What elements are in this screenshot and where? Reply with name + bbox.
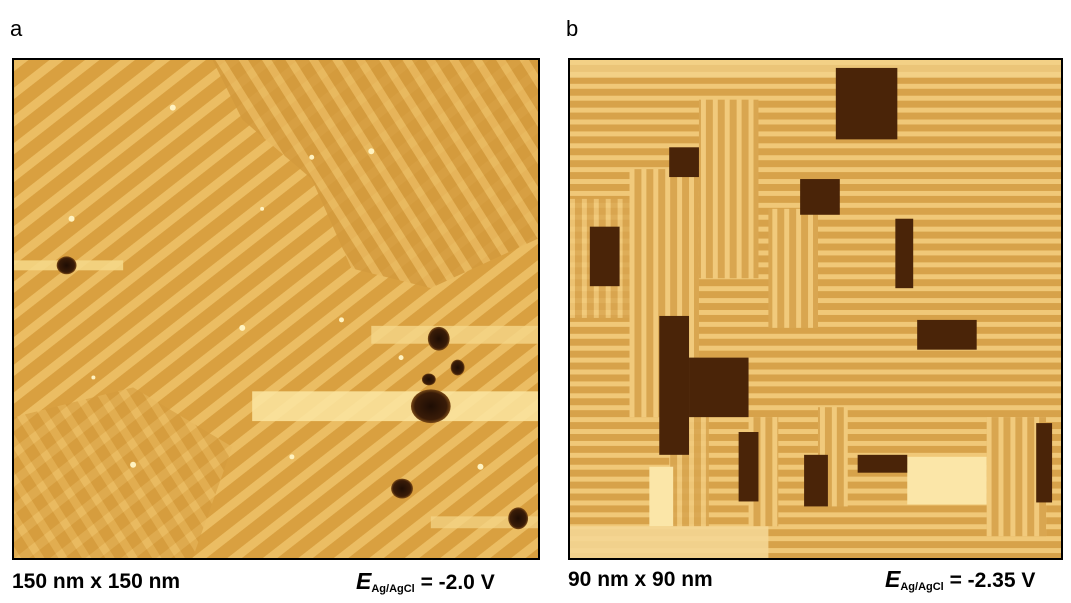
potential-value-b: = -2.35 V xyxy=(943,569,1036,592)
stm-image-a xyxy=(12,58,540,560)
potential-symbol-b: E xyxy=(885,566,901,592)
stm-image-a-graphic xyxy=(14,60,538,558)
panel-a-letter: a xyxy=(10,16,23,41)
stm-image-b-graphic xyxy=(570,60,1061,558)
scale-label-b: 90 nm x 90 nm xyxy=(568,568,713,591)
potential-subscript-a: Ag/AgCl xyxy=(371,583,415,595)
potential-value-a: = -2.0 V xyxy=(414,571,495,594)
panel-b-letter: b xyxy=(566,16,579,41)
scale-label-a: 150 nm x 150 nm xyxy=(12,570,181,593)
stm-image-b xyxy=(568,58,1063,560)
potential-symbol-a: E xyxy=(356,568,372,594)
potential-label-b: EAg/AgCl = -2.35 V xyxy=(885,566,1035,593)
potential-subscript-b: Ag/AgCl xyxy=(900,581,944,593)
potential-label-a: EAg/AgCl = -2.0 V xyxy=(356,568,495,595)
